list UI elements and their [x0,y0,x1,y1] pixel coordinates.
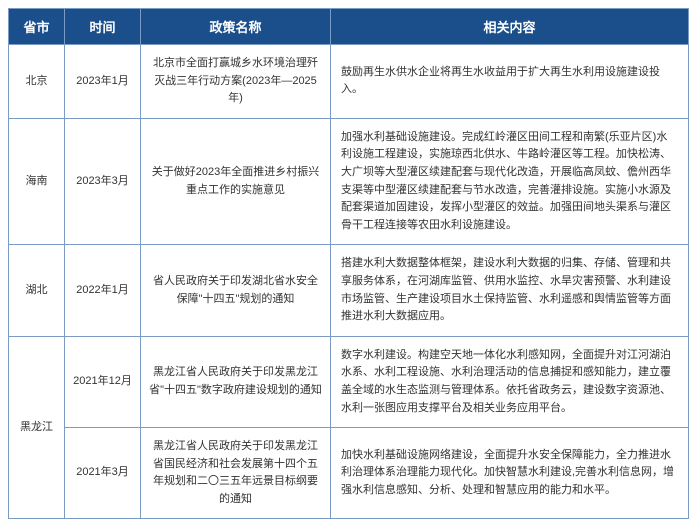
table-row: 湖北 2022年1月 省人民政府关于印发湖北省水安全保障"十四五"规划的通知 搭… [9,245,689,336]
table-header-row: 省市 时间 政策名称 相关内容 [9,9,689,45]
cell-content: 搭建水利大数据整体框架，建设水利大数据的归集、存储、管理和共享服务体系，在河湖库… [331,245,689,336]
cell-province: 北京 [9,45,65,119]
header-province: 省市 [9,9,65,45]
cell-content: 鼓励再生水供水企业将再生水收益用于扩大再生水利用设施建设投入。 [331,45,689,119]
table-row: 海南 2023年3月 关于做好2023年全面推进乡村振兴重点工作的实施意见 加强… [9,118,689,245]
cell-content: 数字水利建设。构建空天地一体化水利感知网，全面提升对江河湖泊水系、水利工程设施、… [331,336,689,427]
cell-time: 2021年3月 [65,428,141,519]
header-content: 相关内容 [331,9,689,45]
table-row: 黑龙江 2021年12月 黑龙江省人民政府关于印发黑龙江省"十四五"数字政府建设… [9,336,689,427]
cell-province: 湖北 [9,245,65,336]
cell-policy: 关于做好2023年全面推进乡村振兴重点工作的实施意见 [141,118,331,245]
cell-content: 加强水利基础设施建设。完成红岭灌区田间工程和南繁(乐亚片区)水利设施工程建设，实… [331,118,689,245]
table-row: 2021年3月 黑龙江省人民政府关于印发黑龙江省国民经济和社会发展第十四个五年规… [9,428,689,519]
table-row: 北京 2023年1月 北京市全面打赢城乡水环境治理歼灭战三年行动方案(2023年… [9,45,689,119]
cell-policy: 北京市全面打赢城乡水环境治理歼灭战三年行动方案(2023年—2025年) [141,45,331,119]
cell-policy: 黑龙江省人民政府关于印发黑龙江省"十四五"数字政府建设规划的通知 [141,336,331,427]
cell-time: 2022年1月 [65,245,141,336]
cell-time: 2021年12月 [65,336,141,427]
cell-province: 海南 [9,118,65,245]
cell-policy: 省人民政府关于印发湖北省水安全保障"十四五"规划的通知 [141,245,331,336]
cell-content: 加快水利基础设施网络建设，全面提升水安全保障能力，全力推进水利治理体系治理能力现… [331,428,689,519]
policy-table: 省市 时间 政策名称 相关内容 北京 2023年1月 北京市全面打赢城乡水环境治… [8,8,689,519]
header-policy: 政策名称 [141,9,331,45]
header-time: 时间 [65,9,141,45]
cell-time: 2023年3月 [65,118,141,245]
cell-province: 黑龙江 [9,336,65,519]
cell-policy: 黑龙江省人民政府关于印发黑龙江省国民经济和社会发展第十四个五年规划和二〇三五年远… [141,428,331,519]
cell-time: 2023年1月 [65,45,141,119]
